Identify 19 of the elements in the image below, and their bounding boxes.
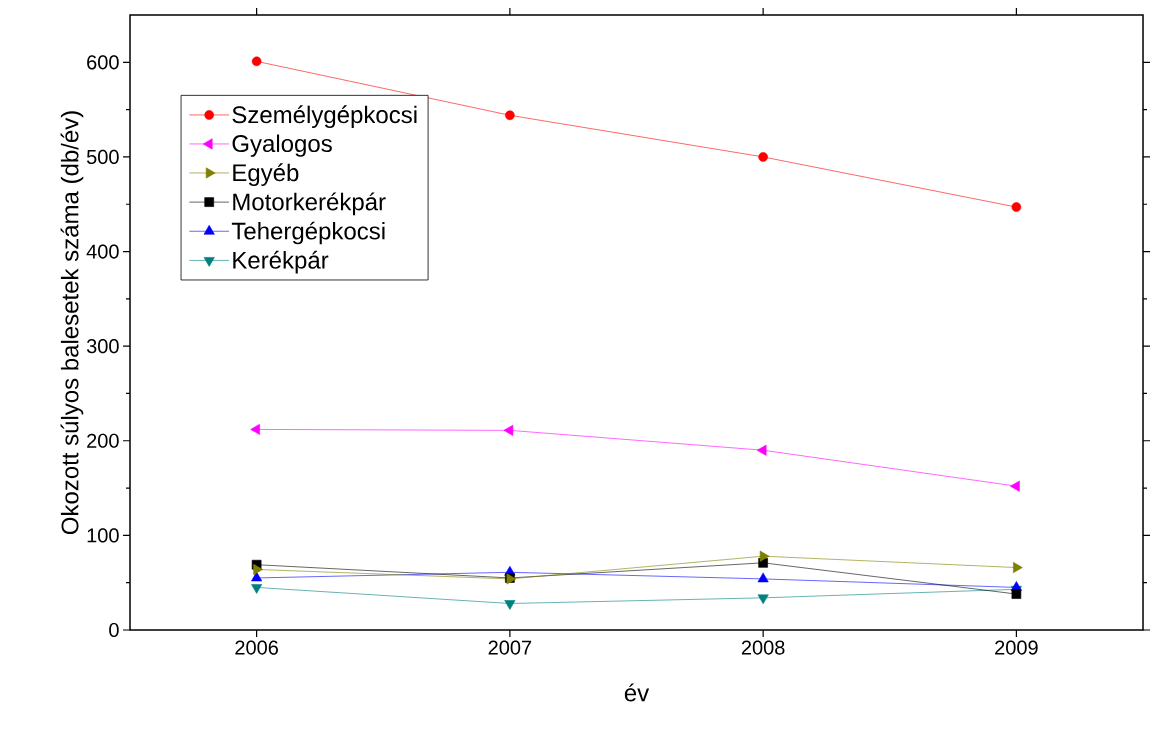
- y-tick-label: 0: [109, 622, 119, 638]
- legend-label: Egyéb: [233, 163, 299, 187]
- x-axis-title: év: [624, 683, 650, 702]
- legend-label: Személygépkocsi: [232, 105, 417, 128]
- x-tick-label: 2008: [741, 640, 785, 655]
- y-tick-label: 100: [87, 528, 119, 543]
- legend-label: Gyalogos: [232, 134, 332, 157]
- y-tick-label: 600: [87, 55, 119, 70]
- y-tick-label: 500: [86, 149, 119, 165]
- legend-label: Kerékpár: [233, 250, 329, 274]
- x-tick-label: 2006: [235, 640, 278, 655]
- x-tick-label: 2007: [488, 640, 532, 655]
- y-tick-label: 400: [86, 244, 119, 259]
- legend-label: Tehergépkocsi: [231, 221, 385, 245]
- legend-label: Motorkerékpár: [233, 192, 386, 216]
- y-tick-label: 300: [86, 339, 119, 354]
- y-axis-title: Okozott súlyos balesetek száma (db/év): [60, 111, 84, 535]
- y-tick-label: 200: [87, 433, 119, 448]
- x-tick-label: 2009: [995, 640, 1038, 655]
